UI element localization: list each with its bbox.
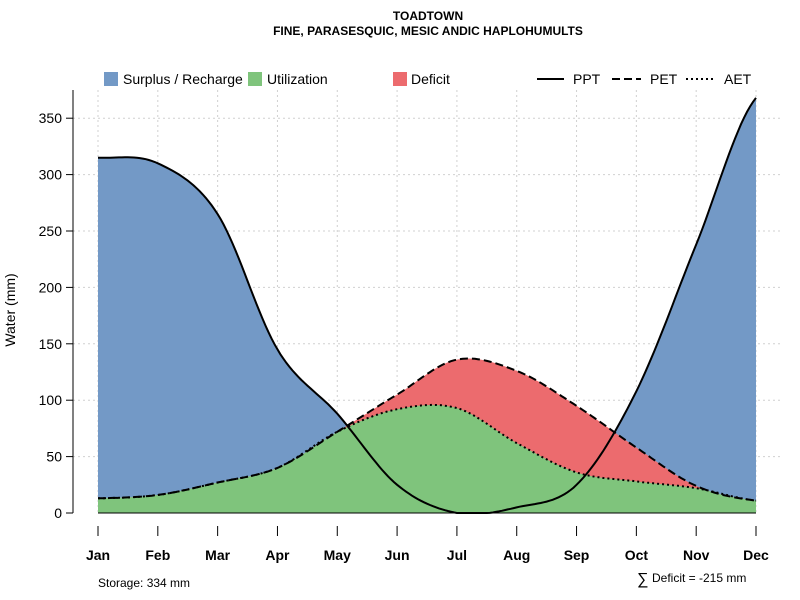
x-tick-label-dec: Dec <box>743 547 769 563</box>
y-tick-label: 0 <box>54 505 62 521</box>
legend-label-ppt: PPT <box>573 71 601 87</box>
sum-symbol: ∑ <box>637 571 648 588</box>
y-axis-label: Water (mm) <box>2 273 18 346</box>
x-tick-label-jul: Jul <box>447 547 467 563</box>
legend-label-utilization: Utilization <box>267 71 328 87</box>
surplus-recharge-area <box>98 97 756 513</box>
legend-label-surplus: Surplus / Recharge <box>123 71 243 87</box>
legend-swatch-surplus <box>104 72 118 86</box>
y-tick-label: 150 <box>39 336 63 352</box>
legend-swatch-deficit <box>393 72 407 86</box>
y-tick-label: 350 <box>39 110 63 126</box>
x-tick-label-jun: Jun <box>385 547 410 563</box>
x-tick-label-feb: Feb <box>145 547 170 563</box>
legend-label-pet: PET <box>650 71 678 87</box>
y-tick-label: 100 <box>39 392 63 408</box>
x-tick-label-sep: Sep <box>564 547 590 563</box>
y-axis-ticks: 0 50 100 150 200 250 300 350 <box>39 110 73 521</box>
grid <box>73 90 783 513</box>
storage-annotation: Storage: 334 mm <box>98 576 190 590</box>
y-tick-label: 200 <box>39 279 63 295</box>
legend-label-aet: AET <box>724 71 752 87</box>
legend-label-deficit: Deficit <box>411 71 450 87</box>
legend-swatch-utilization <box>248 72 262 86</box>
chart-subtitle: FINE, PARASESQUIC, MESIC ANDIC HAPLOHUMU… <box>273 24 583 38</box>
chart-title: TOADTOWN <box>393 9 463 23</box>
x-tick-label-nov: Nov <box>683 547 710 563</box>
x-tick-label-may: May <box>324 547 351 563</box>
y-tick-label: 250 <box>39 223 63 239</box>
deficit-annotation: Deficit = -215 mm <box>652 571 746 585</box>
y-tick-label: 50 <box>46 449 62 465</box>
legend: Surplus / Recharge Utilization Deficit P… <box>104 71 752 87</box>
x-tick-label-jan: Jan <box>86 547 110 563</box>
pet-line <box>98 357 757 502</box>
x-tick-label-mar: Mar <box>205 547 230 563</box>
utilization-area <box>98 404 756 513</box>
y-tick-label: 300 <box>39 167 63 183</box>
x-tick-label-aug: Aug <box>503 547 530 563</box>
x-tick-label-apr: Apr <box>265 547 290 563</box>
ppt-line <box>97 97 757 514</box>
x-tick-label-oct: Oct <box>625 547 649 563</box>
x-axis-ticks: Jan Feb Mar Apr May Jun Jul Aug Sep Oct Nov Dec <box>86 526 769 563</box>
